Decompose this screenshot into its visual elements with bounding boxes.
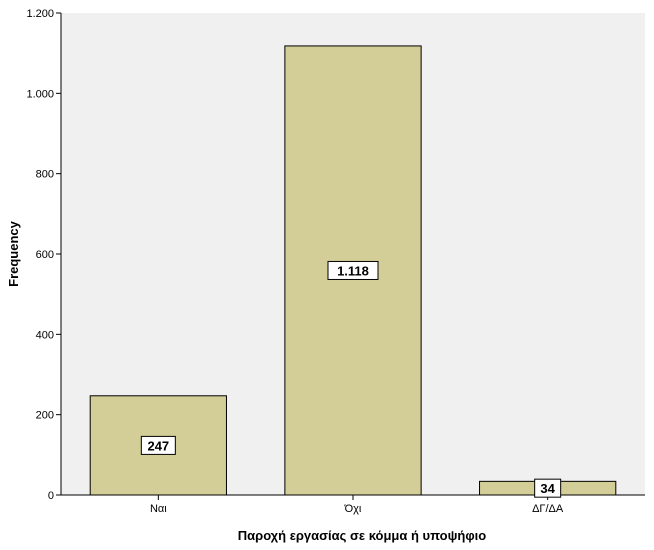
x-tick-label: Ναι bbox=[150, 503, 167, 515]
y-tick-label: 200 bbox=[36, 410, 54, 422]
data-label: 34 bbox=[540, 481, 555, 496]
y-ticks: 0 200 400 600 800 1.000 1.200 bbox=[26, 8, 61, 502]
x-ticks: Ναι Όχι ΔΓ/ΔΑ bbox=[150, 495, 564, 515]
data-label: 247 bbox=[147, 438, 169, 453]
y-tick-label: 800 bbox=[36, 169, 54, 181]
y-tick-label: 600 bbox=[36, 249, 54, 261]
y-tick-label: 1.200 bbox=[26, 8, 54, 20]
y-tick-label: 400 bbox=[36, 329, 54, 341]
data-label-box bbox=[140, 435, 176, 455]
y-tick-label: 0 bbox=[48, 490, 54, 502]
y-axis-title: Frequency bbox=[6, 220, 21, 287]
data-label: 1.118 bbox=[337, 263, 369, 278]
data-labels: 247 1.118 34 bbox=[140, 260, 562, 498]
data-label-box bbox=[327, 260, 379, 280]
y-tick-label: 1.000 bbox=[26, 88, 54, 100]
data-label-box bbox=[534, 478, 562, 498]
x-tick-label: ΔΓ/ΔΑ bbox=[532, 503, 564, 515]
x-axis-title: Παροχή εργασίας σε κόμμα ή υποψήφιο bbox=[238, 528, 486, 543]
x-tick-label: Όχι bbox=[344, 503, 362, 515]
